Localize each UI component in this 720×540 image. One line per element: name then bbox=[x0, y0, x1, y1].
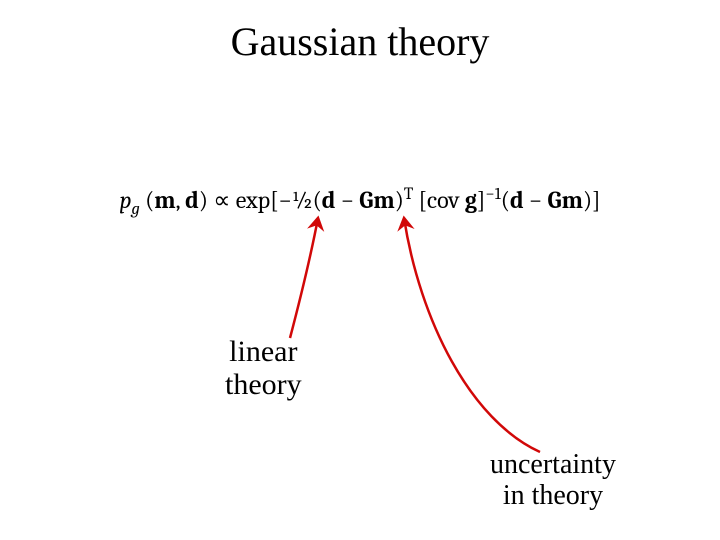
label-uncertainty-line2: in theory bbox=[503, 480, 603, 511]
slide: Gaussian theory pg (m, d) ∝ exp[−½(d − G… bbox=[0, 0, 720, 540]
formula-sub-g: g bbox=[132, 200, 140, 219]
label-linear-line1: linear bbox=[229, 335, 297, 368]
formula-open: ( bbox=[140, 186, 154, 214]
formula-minus1: − bbox=[335, 186, 359, 214]
title-text: Gaussian theory bbox=[231, 19, 490, 64]
formula-supinv: −1 bbox=[485, 185, 500, 204]
formula-d2: d bbox=[322, 186, 336, 214]
formula: pg (m, d) ∝ exp[−½(d − Gm)T [cov g]−1(d … bbox=[0, 185, 720, 219]
label-linear: linear theory bbox=[225, 335, 302, 401]
formula-supT: T bbox=[404, 185, 413, 204]
label-linear-line2: theory bbox=[225, 368, 302, 401]
formula-lparen2: ( bbox=[501, 186, 510, 214]
page-title: Gaussian theory bbox=[0, 18, 720, 65]
formula-d3: d bbox=[510, 186, 524, 214]
arrow-uncertainty-to-cov bbox=[404, 218, 540, 452]
label-uncertainty: uncertainty in theory bbox=[490, 450, 616, 512]
formula-m: m bbox=[154, 186, 175, 214]
formula-p: p bbox=[119, 186, 131, 214]
formula-comma: , bbox=[176, 186, 185, 214]
formula-gbold: g bbox=[465, 186, 477, 214]
formula-Gm2: Gm bbox=[548, 186, 583, 214]
formula-minus2: − bbox=[524, 186, 548, 214]
formula-Gm1: Gm bbox=[359, 186, 394, 214]
formula-rparen2: )] bbox=[583, 186, 601, 214]
formula-lbrack: [cov bbox=[413, 186, 465, 214]
formula-d: d bbox=[185, 186, 199, 214]
label-uncertainty-line1: uncertainty bbox=[490, 449, 616, 480]
arrow-linear-to-gm bbox=[290, 218, 318, 338]
formula-close: ) ∝ exp[−½( bbox=[199, 186, 322, 214]
formula-rparen1: ) bbox=[395, 186, 404, 214]
